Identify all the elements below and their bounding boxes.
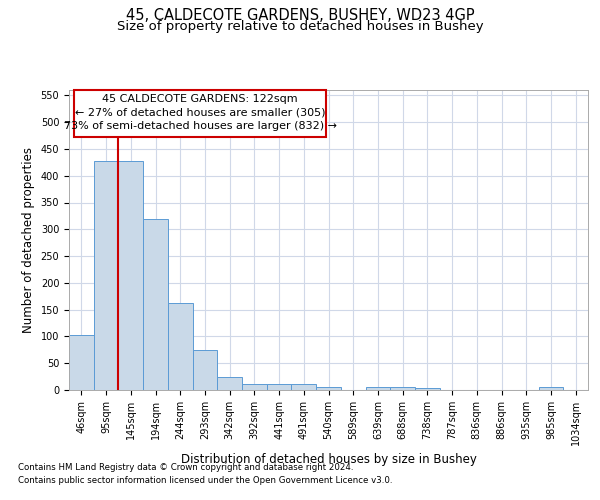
- Bar: [143, 218, 168, 390]
- Text: Size of property relative to detached houses in Bushey: Size of property relative to detached ho…: [116, 20, 484, 33]
- Text: 45, CALDECOTE GARDENS, BUSHEY, WD23 4GP: 45, CALDECOTE GARDENS, BUSHEY, WD23 4GP: [125, 8, 475, 22]
- Bar: [390, 388, 415, 390]
- Bar: [292, 384, 316, 390]
- X-axis label: Distribution of detached houses by size in Bushey: Distribution of detached houses by size …: [181, 454, 476, 466]
- Bar: [415, 388, 440, 390]
- FancyBboxPatch shape: [74, 90, 326, 136]
- Bar: [539, 388, 563, 390]
- Text: Contains public sector information licensed under the Open Government Licence v3: Contains public sector information licen…: [18, 476, 392, 485]
- Bar: [267, 384, 292, 390]
- Bar: [242, 384, 267, 390]
- Y-axis label: Number of detached properties: Number of detached properties: [22, 147, 35, 333]
- Text: 73% of semi-detached houses are larger (832) →: 73% of semi-detached houses are larger (…: [64, 121, 337, 131]
- Text: 45 CALDECOTE GARDENS: 122sqm: 45 CALDECOTE GARDENS: 122sqm: [102, 94, 298, 104]
- Bar: [168, 302, 193, 390]
- Bar: [69, 335, 94, 390]
- Bar: [94, 160, 118, 390]
- Bar: [118, 160, 143, 390]
- Bar: [217, 376, 242, 390]
- Bar: [316, 387, 341, 390]
- Bar: [193, 350, 217, 390]
- Text: Contains HM Land Registry data © Crown copyright and database right 2024.: Contains HM Land Registry data © Crown c…: [18, 464, 353, 472]
- Text: ← 27% of detached houses are smaller (305): ← 27% of detached houses are smaller (30…: [75, 108, 325, 118]
- Bar: [365, 388, 390, 390]
